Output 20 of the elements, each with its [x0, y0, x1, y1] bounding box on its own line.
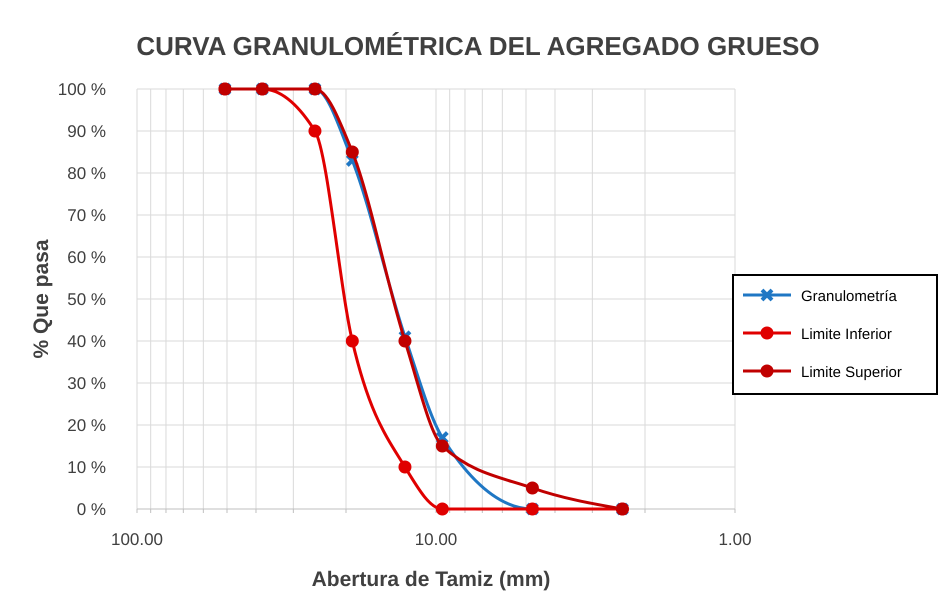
y-tick-label: 90 % — [67, 122, 106, 141]
chart-title: CURVA GRANULOMÉTRICA DEL AGREGADO GRUESO — [136, 31, 820, 61]
legend-label: Granulometría — [801, 288, 898, 305]
legend-label: Limite Inferior — [801, 326, 892, 343]
y-axis-title: % Que pasa — [30, 239, 53, 359]
y-tick-label: 60 % — [67, 248, 106, 267]
y-tick-label: 10 % — [67, 458, 106, 477]
y-tick-label: 30 % — [67, 374, 106, 393]
y-tick-label: 50 % — [67, 290, 106, 309]
x-tick-label: 100.00 — [111, 530, 163, 549]
x-tick-label: 10.00 — [414, 530, 458, 549]
x-axis-title: Abertura de Tamiz (mm) — [312, 568, 550, 591]
y-tick-label: 70 % — [67, 206, 106, 225]
y-tick-label: 80 % — [67, 164, 106, 183]
legend-label: Limite Superior — [801, 364, 902, 381]
x-tick-label: 1.00 — [718, 530, 752, 549]
y-tick-label: 40 % — [67, 332, 106, 351]
y-tick-label: 20 % — [67, 416, 106, 435]
y-tick-label: 0 % — [76, 500, 106, 519]
y-tick-label: 100 % — [58, 80, 106, 99]
